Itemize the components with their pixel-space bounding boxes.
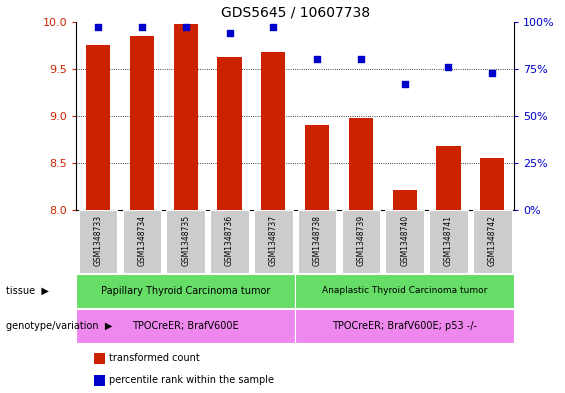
Bar — [94, 353, 105, 364]
Text: GSM1348736: GSM1348736 — [225, 215, 234, 266]
Point — [225, 30, 234, 36]
Text: Anaplastic Thyroid Carcinoma tumor: Anaplastic Thyroid Carcinoma tumor — [322, 286, 488, 295]
Point — [181, 24, 190, 30]
Text: Papillary Thyroid Carcinoma tumor: Papillary Thyroid Carcinoma tumor — [101, 286, 271, 296]
Bar — [295, 274, 514, 308]
Bar — [94, 375, 105, 386]
Bar — [261, 52, 285, 210]
Point — [94, 24, 103, 30]
Text: GSM1348733: GSM1348733 — [94, 215, 103, 266]
Bar — [473, 210, 511, 273]
Point — [312, 56, 321, 62]
Text: transformed count: transformed count — [109, 353, 200, 363]
Bar — [210, 210, 249, 273]
Bar — [480, 158, 505, 210]
Bar — [76, 274, 295, 308]
Bar — [79, 210, 118, 273]
Bar — [295, 309, 514, 343]
Point — [269, 24, 278, 30]
Bar — [349, 118, 373, 210]
Bar — [173, 24, 198, 210]
Bar — [298, 210, 336, 273]
Bar — [342, 210, 380, 273]
Bar — [393, 189, 417, 210]
Text: GSM1348738: GSM1348738 — [312, 215, 321, 266]
Bar — [254, 210, 293, 273]
Point — [488, 70, 497, 76]
Text: tissue  ▶: tissue ▶ — [6, 286, 49, 296]
Text: percentile rank within the sample: percentile rank within the sample — [109, 375, 274, 385]
Text: GSM1348742: GSM1348742 — [488, 215, 497, 266]
Title: GDS5645 / 10607738: GDS5645 / 10607738 — [221, 5, 370, 19]
Text: TPOCreER; BrafV600E: TPOCreER; BrafV600E — [132, 321, 239, 331]
Bar — [130, 36, 154, 210]
Text: GSM1348739: GSM1348739 — [357, 215, 366, 266]
Point — [444, 64, 453, 70]
Point — [400, 81, 409, 87]
Text: genotype/variation  ▶: genotype/variation ▶ — [6, 321, 112, 331]
Bar — [167, 210, 205, 273]
Bar — [218, 57, 242, 210]
Point — [357, 56, 366, 62]
Bar — [123, 210, 161, 273]
Bar — [436, 146, 460, 210]
Bar — [429, 210, 468, 273]
Text: GSM1348735: GSM1348735 — [181, 215, 190, 266]
Bar — [305, 125, 329, 210]
Point — [137, 24, 146, 30]
Bar — [385, 210, 424, 273]
Bar — [86, 45, 110, 210]
Text: GSM1348734: GSM1348734 — [137, 215, 146, 266]
Bar — [76, 309, 295, 343]
Text: GSM1348741: GSM1348741 — [444, 215, 453, 266]
Text: GSM1348740: GSM1348740 — [400, 215, 409, 266]
Text: GSM1348737: GSM1348737 — [269, 215, 278, 266]
Text: TPOCreER; BrafV600E; p53 -/-: TPOCreER; BrafV600E; p53 -/- — [332, 321, 477, 331]
